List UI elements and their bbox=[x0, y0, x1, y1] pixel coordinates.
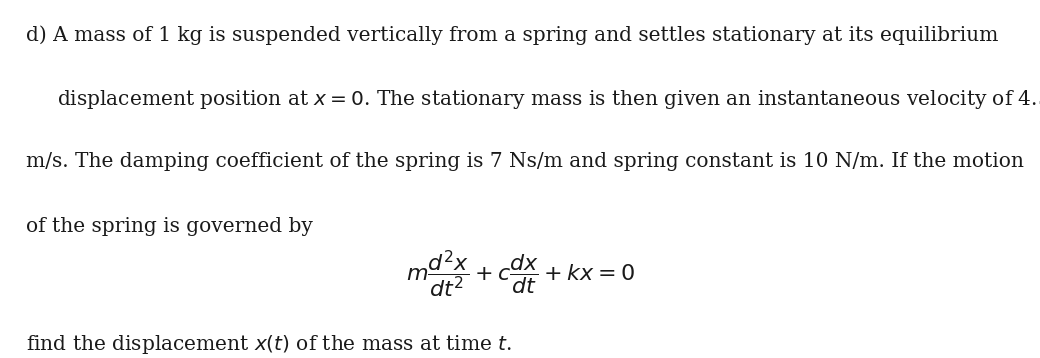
Text: m/s. The damping coefficient of the spring is 7 Ns/m and spring constant is 10 N: m/s. The damping coefficient of the spri… bbox=[26, 152, 1023, 171]
Text: find the displacement $x(t)$ of the mass at time $t$.: find the displacement $x(t)$ of the mass… bbox=[26, 333, 513, 356]
Text: displacement position at $x = 0$. The stationary mass is then given an instantan: displacement position at $x = 0$. The st… bbox=[57, 88, 1040, 111]
Text: $m\dfrac{d^2x}{dt^2} + c\dfrac{dx}{dt} + kx = 0$: $m\dfrac{d^2x}{dt^2} + c\dfrac{dx}{dt} +… bbox=[406, 248, 634, 300]
Text: of the spring is governed by: of the spring is governed by bbox=[26, 217, 313, 236]
Text: d) A mass of 1 kg is suspended vertically from a spring and settles stationary a: d) A mass of 1 kg is suspended verticall… bbox=[26, 25, 998, 45]
